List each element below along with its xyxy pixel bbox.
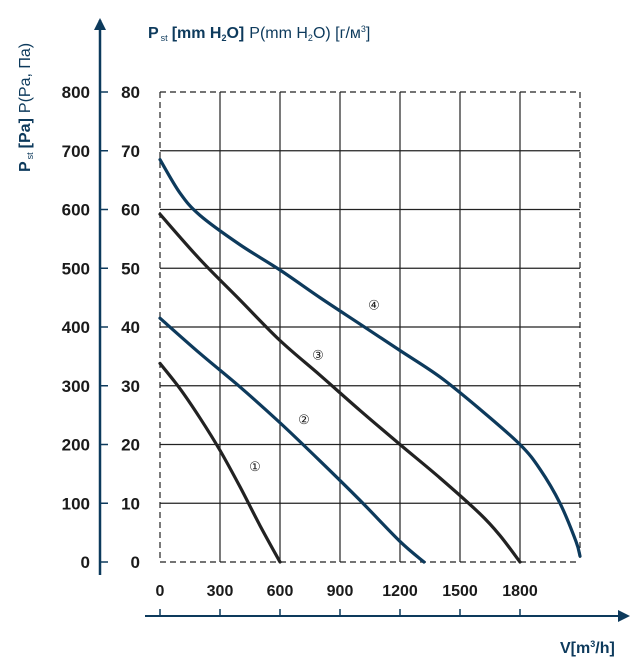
y2-tick-label: 80 — [121, 83, 140, 102]
y-tick-label: 700 — [62, 142, 90, 161]
y2-tick-label: 10 — [121, 494, 140, 513]
y-tick-label: 200 — [62, 436, 90, 455]
curve-1 — [158, 361, 282, 564]
y-tick-label: 500 — [62, 259, 90, 278]
curve-label-4: ④ — [368, 298, 380, 313]
curve-2 — [158, 316, 426, 564]
x-tick-label: 900 — [327, 583, 354, 600]
curve-3 — [158, 212, 522, 564]
x-tick-label: 1800 — [502, 583, 538, 600]
x-tick-label: 600 — [267, 583, 294, 600]
y2-tick-label: 50 — [121, 259, 140, 278]
curve-label-3: ③ — [312, 347, 324, 362]
x-axis-title: V[m3/h] — [560, 639, 615, 657]
y2-tick-label: 70 — [121, 142, 140, 161]
y2-tick-label: 60 — [121, 201, 140, 220]
curve-4 — [158, 157, 582, 558]
x-tick-label: 1500 — [442, 583, 478, 600]
axes — [94, 18, 630, 622]
x-tick-label: 1200 — [382, 583, 418, 600]
series: ① ② ③ ④ — [158, 157, 582, 564]
y2-tick-label: 0 — [131, 553, 140, 572]
y2-tick-label: 40 — [121, 318, 140, 337]
y-tick-label: 100 — [62, 494, 90, 513]
x-tick-label: 0 — [156, 583, 165, 600]
y-tick-label: 600 — [62, 201, 90, 220]
y-tick-label: 400 — [62, 318, 90, 337]
x-tick-label: 300 — [207, 583, 234, 600]
y-axis-title: Pst[Pa]P(Pa, Па) — [17, 43, 35, 172]
y-tick-label: 800 — [62, 83, 90, 102]
y2-tick-label: 30 — [121, 377, 140, 396]
grid — [100, 91, 581, 616]
y2-tick-label: 20 — [121, 436, 140, 455]
y-tick-label: 300 — [62, 377, 90, 396]
curve-label-2: ② — [298, 412, 310, 427]
curve-label-1: ① — [249, 459, 261, 474]
y-tick-label: 0 — [81, 553, 90, 572]
